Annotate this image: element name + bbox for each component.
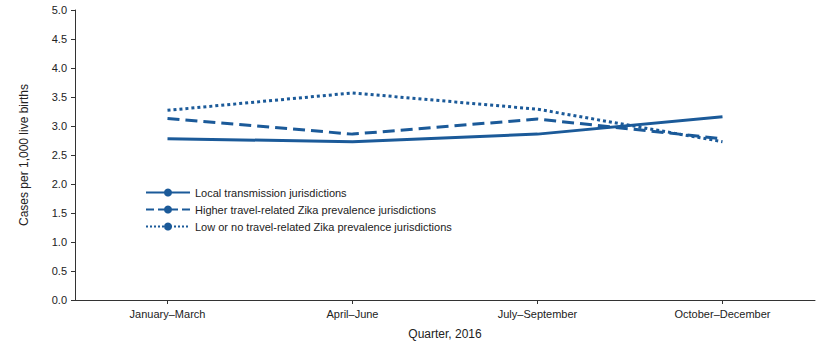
svg-text:1.5: 1.5 [52,207,67,219]
svg-text:4.0: 4.0 [52,62,67,74]
svg-text:January–March: January–March [130,308,206,320]
svg-text:July–September: July–September [498,308,578,320]
svg-text:Local transmission jurisdictio: Local transmission jurisdictions [195,187,347,199]
svg-text:5.0: 5.0 [52,4,67,16]
svg-text:Quarter, 2016: Quarter, 2016 [408,327,482,341]
svg-text:Higher travel-related Zika pre: Higher travel-related Zika prevalence ju… [195,204,436,216]
svg-text:April–June: April–June [327,308,379,320]
svg-text:3.0: 3.0 [52,120,67,132]
svg-text:1.0: 1.0 [52,236,67,248]
svg-text:0.5: 0.5 [52,265,67,277]
svg-text:October–December: October–December [675,308,771,320]
svg-text:2.5: 2.5 [52,149,67,161]
svg-text:3.5: 3.5 [52,91,67,103]
svg-text:2.0: 2.0 [52,178,67,190]
svg-text:Low or no travel-related Zika: Low or no travel-related Zika prevalence… [195,221,452,233]
svg-text:Cases per 1,000 live births: Cases per 1,000 live births [17,84,31,226]
svg-text:0.0: 0.0 [52,294,67,306]
svg-text:4.5: 4.5 [52,33,67,45]
